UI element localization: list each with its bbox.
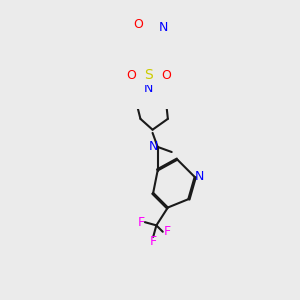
Text: F: F [138,216,145,229]
Text: O: O [127,69,136,82]
Text: N: N [148,140,158,153]
Text: N: N [194,170,204,183]
Text: N: N [159,21,168,34]
Text: S: S [144,68,153,83]
Text: O: O [161,69,171,82]
Text: F: F [164,225,171,238]
Text: O: O [133,17,143,31]
Text: F: F [150,235,157,248]
Text: N: N [144,82,153,95]
